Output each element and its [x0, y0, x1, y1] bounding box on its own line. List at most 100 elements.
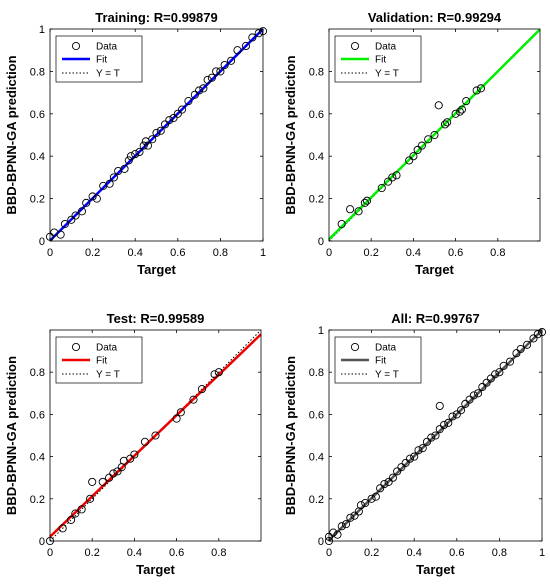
data-point	[435, 401, 444, 411]
x-axis-label: Target	[137, 262, 176, 277]
data-point	[392, 171, 401, 180]
chart-panel-1: 0 0.2 0.4 0.6 0.8 1 0 0.2 0.4 0.6 0.8 1 Training: R=…	[4, 10, 268, 277]
data-point	[397, 463, 406, 472]
data-point	[197, 385, 206, 394]
data-point	[356, 501, 366, 510]
data-point	[346, 513, 355, 522]
y-tick-label: 0	[318, 236, 324, 248]
data-point	[376, 484, 385, 493]
y-tick-label: 0.6	[30, 109, 45, 121]
chart-panel-2: 0 0.2 0.4 0.6 0.8 0 0.2 0.4 0.6 0.8 Validation: R=…	[283, 10, 541, 277]
data-point	[424, 135, 433, 144]
data-point	[130, 450, 139, 459]
data-point	[354, 207, 363, 216]
data-point	[393, 467, 402, 476]
data-point	[434, 101, 443, 110]
data-point	[109, 173, 118, 182]
data-point	[405, 454, 414, 463]
data-point	[491, 370, 500, 379]
legend-identity-label: Y = T	[375, 370, 399, 381]
data-point	[143, 141, 153, 150]
legend-data-marker	[71, 41, 81, 51]
data-point	[341, 520, 351, 529]
fit-line	[328, 28, 541, 241]
data-point	[427, 433, 436, 442]
data-point	[384, 477, 393, 486]
legend-identity-label: Y = T	[96, 69, 120, 80]
data-point	[431, 431, 440, 440]
axes-frame	[49, 329, 262, 542]
x-tick-label: 0.6	[449, 547, 464, 559]
data-point	[495, 368, 504, 377]
data-point	[189, 395, 198, 404]
x-tick-label: 0	[326, 547, 332, 559]
data-point	[56, 230, 65, 239]
data-point	[173, 109, 182, 118]
y-tick-label: 0	[39, 236, 45, 248]
y-tick-label: 0.2	[30, 494, 45, 506]
data-point	[516, 344, 525, 354]
data-point	[71, 211, 80, 220]
legend-data-label: Data	[96, 42, 118, 53]
data-point	[533, 330, 542, 339]
y-tick-label: 0.8	[30, 66, 45, 78]
data-point	[105, 473, 114, 482]
data-point	[212, 67, 221, 76]
y-tick-label: 0.8	[309, 367, 324, 379]
chart-title: Training: R=0.99879	[95, 10, 217, 25]
legend-fit-label: Fit	[96, 356, 107, 367]
legend: Data Fit Y = T	[55, 336, 143, 384]
data-point	[472, 86, 481, 95]
data-point	[67, 215, 76, 224]
data-point	[360, 198, 369, 207]
data-point	[499, 361, 508, 370]
x-tick-label: 0.8	[492, 547, 507, 559]
chart-title: Validation: R=0.99294	[368, 10, 502, 25]
data-point	[410, 452, 419, 461]
data-point	[88, 477, 97, 486]
y-tick-label: 0.6	[309, 109, 324, 121]
data-point	[462, 97, 471, 106]
data-point	[77, 207, 86, 216]
data-point	[482, 378, 491, 387]
data-point	[248, 33, 257, 42]
data-point	[337, 522, 346, 531]
data-point	[184, 97, 193, 106]
x-tick-label: 0.6	[169, 547, 184, 559]
data-point	[457, 406, 466, 415]
data-point	[388, 473, 397, 482]
data-point	[346, 205, 355, 214]
x-axis-label: Target	[415, 262, 454, 277]
data-point	[71, 509, 80, 518]
legend: Data Fit Y = T	[334, 35, 422, 83]
data-point	[160, 120, 170, 129]
legend-data-marker	[71, 342, 81, 352]
x-tick-label: 0	[47, 547, 53, 559]
x-tick-label: 0.6	[448, 247, 463, 259]
data-point	[113, 467, 122, 476]
data-point	[67, 515, 76, 524]
data-point	[139, 141, 148, 150]
data-point	[254, 29, 263, 38]
data-point	[241, 41, 251, 51]
legend-data-marker	[350, 41, 360, 51]
data-point	[422, 437, 432, 446]
data-point	[430, 130, 439, 140]
data-point	[220, 60, 229, 70]
data-point	[82, 198, 91, 207]
data-point	[86, 494, 95, 503]
data-point	[172, 414, 181, 423]
data-point	[371, 492, 380, 501]
legend-fit-label: Fit	[375, 356, 386, 367]
data-point	[203, 75, 212, 84]
data-point	[486, 374, 495, 383]
data-point	[361, 498, 370, 508]
legend-data-label: Data	[375, 42, 397, 53]
data-point	[199, 84, 208, 93]
data-point	[414, 446, 423, 455]
data-point	[152, 128, 161, 137]
y-tick-label: 0	[39, 536, 45, 548]
x-tick-label: 0	[47, 247, 53, 259]
x-tick-label: 1	[260, 247, 266, 259]
